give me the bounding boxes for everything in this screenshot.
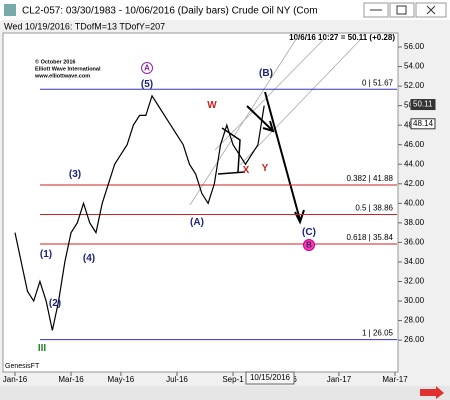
- price-line: [14, 94, 265, 331]
- scrollbar[interactable]: [0, 386, 450, 400]
- x-tick-label: Jul-16: [166, 375, 188, 384]
- wave-circle: [303, 239, 315, 251]
- wave-label: (1): [40, 249, 52, 260]
- header: Wed 10/19/2016: TDofM=13 TDofY=207: [4, 21, 165, 31]
- copyright: © October 2016: [35, 58, 75, 65]
- price-tag: [410, 99, 436, 111]
- wave-label: X: [243, 165, 250, 176]
- level-label: 0.5 | 38.86: [355, 204, 393, 213]
- window-title: CL2-057: 03/30/1983 - 10/06/2016 (Daily …: [22, 6, 318, 17]
- level-label: 0.618 | 35.84: [346, 233, 393, 242]
- x-tick-label: Mar-17: [382, 375, 408, 384]
- wave-label: (5): [141, 79, 153, 90]
- y-tick-label: 32.00: [404, 277, 425, 286]
- wave-circle: [141, 62, 153, 74]
- y-tick-label: 44.00: [404, 159, 425, 168]
- level-label: 1 | 26.05: [362, 329, 394, 338]
- level-label: 0 | 51.67: [362, 78, 394, 87]
- wave-label: (A): [190, 217, 204, 228]
- channel: [189, 32, 361, 206]
- wave-label: (B): [259, 68, 273, 79]
- y-tick-label: 54.00: [404, 62, 425, 71]
- y-tick-label: 52.00: [404, 81, 425, 90]
- y-tick-label: 46.00: [404, 140, 425, 149]
- y-tick-label: 40.00: [404, 198, 425, 207]
- y-tick-label: 30.00: [404, 296, 425, 305]
- y-tick-label: 34.00: [404, 257, 425, 266]
- price-tag-label: 48.14: [413, 119, 434, 128]
- y-tick-label: 42.00: [404, 179, 425, 188]
- x-tick-label: Jan-17: [327, 375, 352, 384]
- price-tag: [410, 118, 436, 130]
- app-icon: [4, 4, 16, 16]
- title-bar: [0, 0, 450, 20]
- wave-label: Y: [262, 163, 269, 174]
- wave-label: (4): [83, 253, 95, 264]
- triangle: [217, 127, 246, 175]
- x-tick-label: Mar-16: [58, 375, 84, 384]
- x-tick-label: Sep-1: [222, 375, 244, 384]
- wave-label: B: [306, 241, 312, 250]
- date-box: [245, 371, 295, 385]
- date-box-label: 10/15/2016: [250, 373, 291, 382]
- x-tick-label: May-16: [108, 375, 135, 384]
- close-glyph: [426, 5, 436, 15]
- x-tick-label: Jan-16: [3, 375, 28, 384]
- copyright: www.elliottwave.com: [34, 73, 90, 79]
- info: 10/6/16 10:27 = 50.11 (+0.28): [289, 33, 395, 42]
- scroll-arrow[interactable]: [420, 386, 444, 399]
- level-label: 0.382 | 41.88: [346, 174, 393, 183]
- wave-label: W: [207, 100, 217, 111]
- maximize-button[interactable]: [389, 2, 415, 18]
- wave-label: III: [38, 343, 47, 354]
- y-tick-label: 56.00: [404, 42, 425, 51]
- wave-label: A: [144, 64, 150, 73]
- wave-label: (2): [49, 298, 61, 309]
- wave-label: (C): [302, 227, 316, 238]
- wave-label: (3): [69, 169, 81, 180]
- maximize-glyph: [396, 5, 407, 15]
- y-tick-label: 28.00: [404, 316, 425, 325]
- y-tick-label: 26.00: [404, 335, 425, 344]
- y-tick-label: 36.00: [404, 238, 425, 247]
- price-tag-label: 50.11: [413, 100, 433, 109]
- forecast-arrow: [246, 105, 275, 133]
- plot-area: [2, 32, 399, 373]
- footer: GenesisFT: [5, 363, 40, 370]
- y-tick-label: 38.00: [404, 218, 425, 227]
- copyright: Elliott Wave International: [35, 66, 101, 72]
